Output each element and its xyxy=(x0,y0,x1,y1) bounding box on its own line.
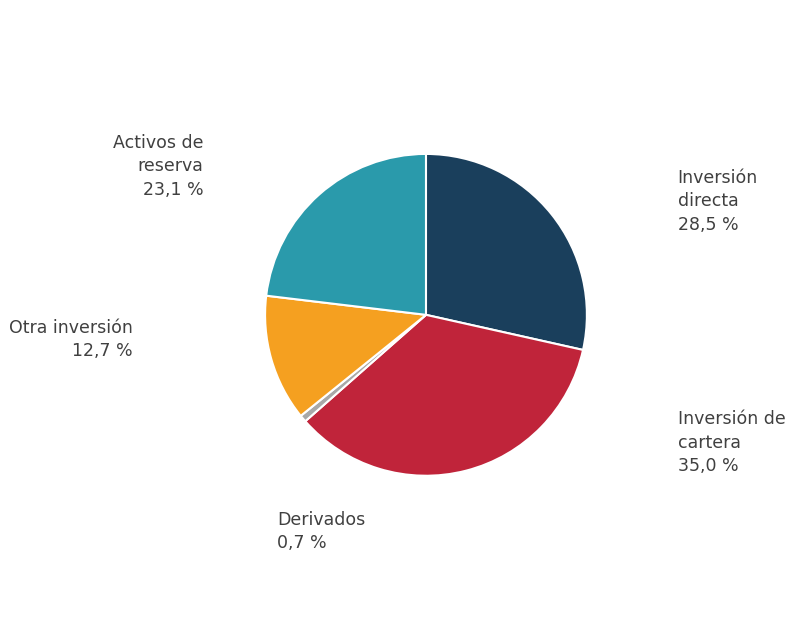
Text: Inversión de
cartera
35,0 %: Inversión de cartera 35,0 % xyxy=(678,410,786,476)
Text: Activos de
reserva
23,1 %: Activos de reserva 23,1 % xyxy=(113,134,203,199)
Text: Otra inversión
12,7 %: Otra inversión 12,7 % xyxy=(9,319,133,360)
Text: Derivados
0,7 %: Derivados 0,7 % xyxy=(278,511,366,552)
Wedge shape xyxy=(426,154,587,350)
Wedge shape xyxy=(266,154,426,315)
Text: Inversión
directa
28,5 %: Inversión directa 28,5 % xyxy=(678,169,758,234)
Wedge shape xyxy=(306,315,583,476)
Wedge shape xyxy=(265,296,426,416)
Wedge shape xyxy=(301,315,426,421)
